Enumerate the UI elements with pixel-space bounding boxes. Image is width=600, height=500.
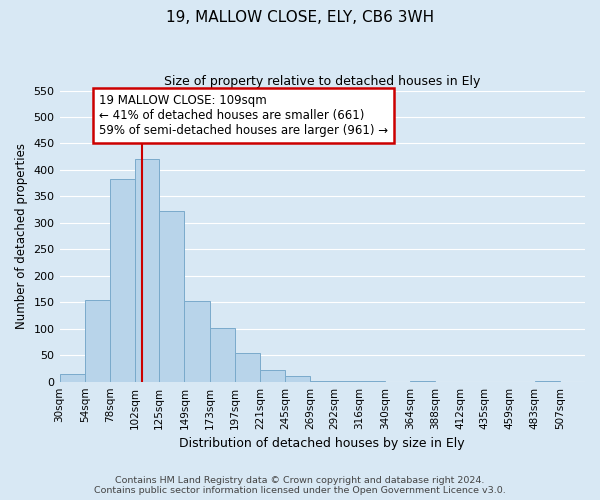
Bar	[359, 381, 385, 382]
Bar	[410, 381, 435, 382]
Bar	[110, 180, 135, 382]
Bar	[260, 370, 285, 382]
X-axis label: Distribution of detached houses by size in Ely: Distribution of detached houses by size …	[179, 437, 465, 450]
Text: Contains HM Land Registry data © Crown copyright and database right 2024.
Contai: Contains HM Land Registry data © Crown c…	[94, 476, 506, 495]
Bar	[85, 300, 110, 382]
Bar	[135, 160, 159, 382]
Text: 19, MALLOW CLOSE, ELY, CB6 3WH: 19, MALLOW CLOSE, ELY, CB6 3WH	[166, 10, 434, 25]
Bar	[535, 381, 560, 382]
Bar	[159, 210, 184, 382]
Bar	[209, 328, 235, 382]
Text: 19 MALLOW CLOSE: 109sqm
← 41% of detached houses are smaller (661)
59% of semi-d: 19 MALLOW CLOSE: 109sqm ← 41% of detache…	[100, 94, 389, 138]
Bar	[235, 352, 260, 382]
Bar	[285, 376, 310, 382]
Y-axis label: Number of detached properties: Number of detached properties	[15, 143, 28, 329]
Bar	[184, 300, 209, 382]
Bar	[59, 374, 85, 382]
Title: Size of property relative to detached houses in Ely: Size of property relative to detached ho…	[164, 75, 481, 88]
Bar	[334, 381, 359, 382]
Bar	[310, 380, 334, 382]
